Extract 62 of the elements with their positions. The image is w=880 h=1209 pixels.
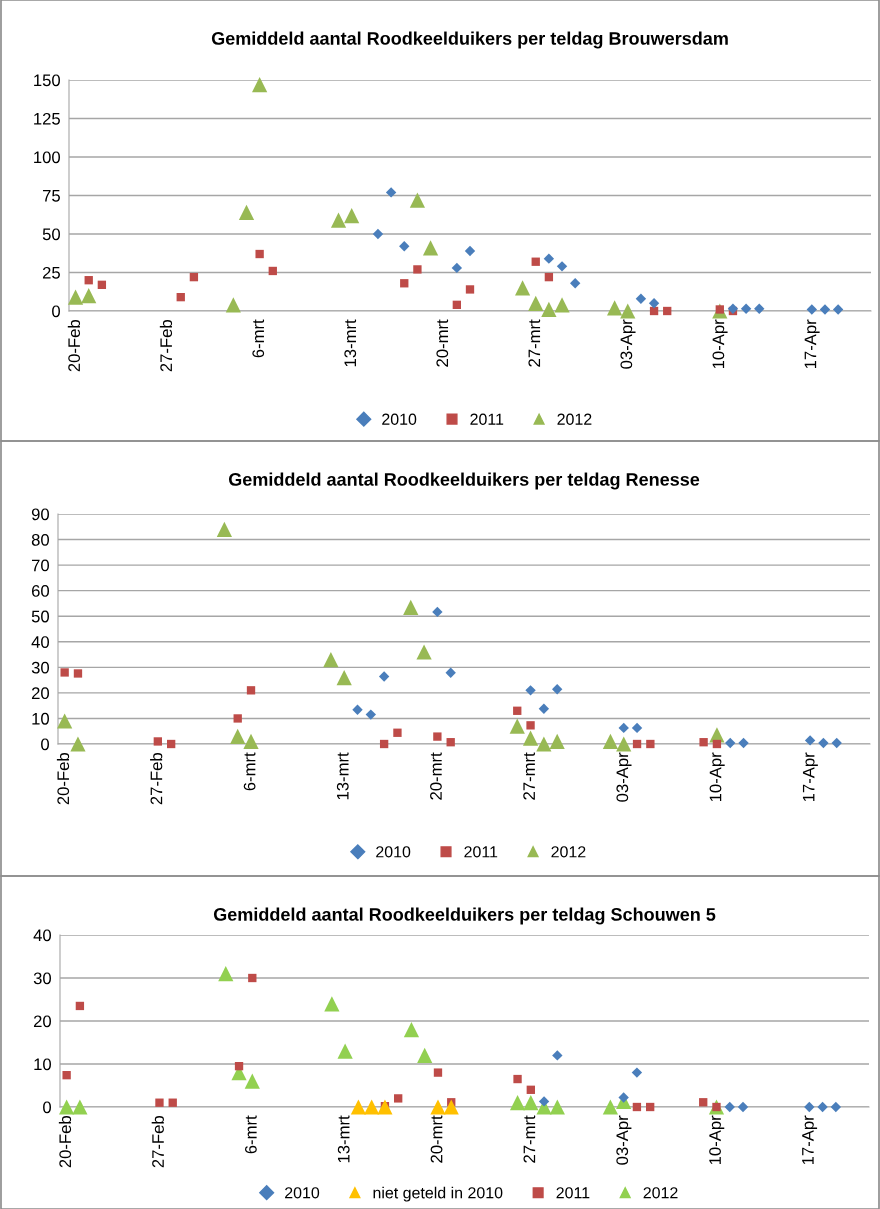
x-tick-label: 13-mrt: [337, 1115, 350, 1163]
legend-label: 2012: [643, 1187, 678, 1199]
y-tick-label: 90: [31, 508, 50, 521]
x-tick-label: 27-Feb: [150, 753, 163, 805]
y-tick-label: 0: [52, 305, 61, 318]
x-tick-label: 03-Apr: [616, 1115, 632, 1165]
x-tick-label: 20-Feb: [56, 753, 70, 805]
chart-title: Gemiddeld aantal Roodkeelduikers per teldag Renesse: [228, 472, 700, 490]
x-tick-label: 27-mrt: [523, 1115, 536, 1163]
y-tick-label: 30: [33, 972, 52, 985]
y-tick-label: 20: [33, 1015, 52, 1028]
x-tick-label: 20-mrt: [436, 319, 449, 367]
x-tick-label: 10-Apr: [709, 752, 725, 802]
x-tick-label: 13-mrt: [336, 752, 349, 800]
x-tick-label: 27-mrt: [528, 319, 541, 367]
x-tick-label: 10-Apr: [709, 1115, 725, 1165]
x-tick-label: 6-mrt: [252, 319, 265, 358]
legend-label: 2010: [376, 846, 411, 858]
legend-label: 2012: [551, 846, 586, 858]
x-tick-label: 03-Apr: [620, 319, 636, 369]
y-tick-label: 75: [42, 190, 60, 202]
y-tick-label: 40: [33, 929, 52, 942]
y-tick-label: 20: [31, 687, 50, 700]
y-tick-label: 40: [31, 636, 50, 648]
y-tick-label: 100: [34, 151, 61, 164]
x-tick-label: 13-mrt: [344, 319, 357, 367]
y-tick-label: 30: [31, 661, 50, 674]
y-tick-label: 10: [32, 712, 50, 725]
y-tick-label: 0: [41, 738, 50, 751]
x-tick-label: 20-mrt: [430, 1115, 443, 1163]
x-tick-label: 10-Apr: [712, 319, 728, 369]
y-tick-label: 10: [34, 1058, 52, 1071]
y-tick-label: 60: [31, 585, 50, 597]
y-tick-label: 25: [42, 266, 60, 279]
x-tick-label: 27-Feb: [159, 320, 173, 372]
x-tick-label: 03-Apr: [616, 752, 632, 802]
legend-label: 2011: [556, 1187, 590, 1199]
x-tick-label: 17-Apr: [802, 1115, 818, 1165]
x-tick-label: 20-Feb: [58, 1116, 72, 1168]
chart-title: Gemiddeld aantal Roodkeelduikers per teldag Schouwen 5: [213, 907, 716, 925]
x-tick-label: 27-mrt: [523, 752, 535, 800]
x-tick-label: 17-Apr: [804, 319, 820, 369]
legend-label: 2010: [285, 1187, 320, 1199]
y-tick-label: 150: [34, 74, 61, 87]
legend-label: 2012: [557, 413, 592, 425]
x-tick-label: 17-Apr: [802, 752, 818, 802]
chart-title: Gemiddeld aantal Roodkeelduikers per teldag Brouwersdam: [211, 31, 728, 49]
legend-label: 2011: [470, 413, 504, 425]
y-tick-label: 80: [31, 533, 50, 546]
x-tick-label: 27-Feb: [151, 1116, 164, 1168]
x-tick-label: 6-mrt: [244, 1115, 257, 1154]
y-tick-label: 50: [31, 610, 50, 623]
y-tick-label: 0: [43, 1101, 52, 1114]
x-tick-label: 20-mrt: [430, 752, 442, 800]
x-tick-label: 6-mrt: [243, 752, 256, 791]
legend-label: 2010: [382, 413, 417, 425]
y-tick-label: 70: [31, 559, 50, 572]
y-tick-label: 125: [34, 112, 60, 125]
y-tick-label: 50: [42, 228, 61, 241]
legend-label: 2011: [464, 846, 498, 858]
legend-label: niet geteld in 2010: [373, 1186, 503, 1202]
x-tick-label: 20-Feb: [67, 320, 81, 372]
